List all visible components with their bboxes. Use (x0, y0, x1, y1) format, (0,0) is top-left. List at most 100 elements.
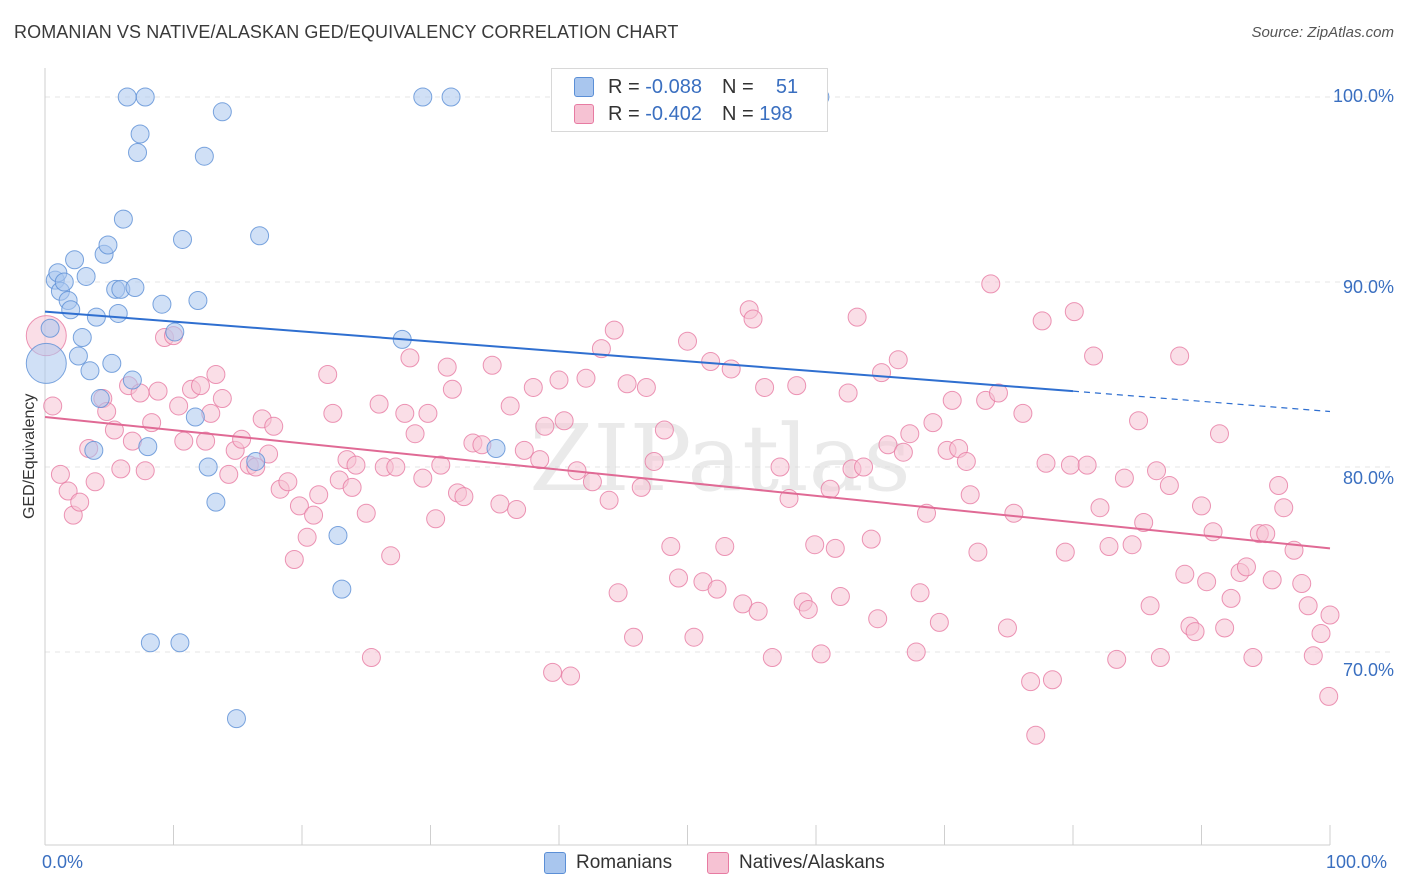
legend-item-natives[interactable]: Natives/Alaskans (707, 852, 885, 874)
natives-point (805, 535, 825, 555)
natives-point (636, 377, 656, 397)
natives-point (1175, 564, 1195, 584)
natives-point (523, 377, 543, 397)
natives-point (549, 370, 569, 390)
natives-point (960, 485, 980, 505)
natives-point (297, 527, 317, 547)
natives-point (500, 396, 520, 416)
natives-point (405, 424, 425, 444)
natives-point (604, 320, 624, 340)
romanians-point (246, 451, 266, 471)
natives-point (43, 396, 63, 416)
natives-point (715, 537, 735, 557)
natives-point (418, 403, 438, 423)
natives-point (304, 505, 324, 525)
natives-point (232, 429, 252, 449)
natives-point (1013, 403, 1033, 423)
natives-point (1055, 542, 1075, 562)
natives-point (1036, 453, 1056, 473)
natives-point (1147, 461, 1167, 481)
natives-point (1236, 557, 1256, 577)
natives-point (1150, 648, 1170, 668)
natives-point (1269, 476, 1289, 495)
natives-point (1114, 468, 1134, 488)
natives-point (169, 396, 189, 416)
natives-point (1320, 605, 1340, 625)
natives-point (678, 331, 697, 351)
natives-point (743, 309, 763, 329)
natives-point (733, 594, 753, 614)
natives-point (70, 492, 90, 512)
natives-point (1303, 646, 1323, 666)
n-label: N = (721, 75, 754, 98)
r-label: R = (608, 75, 640, 98)
natives-trend-line (44, 416, 1331, 550)
natives-point (284, 550, 304, 569)
romanians-point (40, 318, 60, 338)
natives-point (1107, 649, 1127, 669)
romanians-point (152, 294, 172, 314)
natives-point (437, 357, 457, 377)
romanians-point (122, 370, 142, 390)
romanians-point (65, 250, 85, 270)
n-label: N = (721, 102, 754, 125)
natives-point (219, 464, 239, 484)
natives-point (1134, 513, 1154, 532)
natives-point (1311, 624, 1331, 643)
natives-point (58, 481, 78, 501)
y-axis-label: GED/Equivalency (21, 393, 38, 519)
natives-point (923, 413, 943, 433)
romanians-point (328, 525, 348, 545)
romanians-swatch (574, 77, 594, 97)
natives-point (386, 457, 406, 477)
natives-point (1197, 572, 1217, 592)
natives-point (1004, 503, 1024, 523)
romanians-point (72, 328, 92, 347)
natives-point (1099, 537, 1119, 557)
natives-point (872, 363, 892, 383)
natives-point (888, 350, 908, 370)
romanians-point (140, 633, 160, 653)
natives-point (1021, 672, 1041, 692)
natives-point (825, 538, 845, 558)
natives-point (482, 355, 502, 375)
natives-point (514, 440, 534, 460)
series-natives-alaskans (25, 274, 1340, 745)
natives-point (798, 599, 818, 619)
romanians-point (54, 272, 74, 292)
natives-point (721, 359, 741, 379)
romanians-point (61, 300, 81, 320)
stats-row-romanians: R = -0.088 N = 51 (574, 74, 798, 100)
natives-point (454, 487, 474, 507)
y-tick-label: 80.0% (1342, 468, 1394, 488)
natives-point (631, 477, 651, 497)
natives-point (289, 496, 309, 516)
romanians-point (413, 87, 433, 107)
natives-point (910, 583, 930, 603)
natives-point (861, 529, 881, 549)
natives-point (968, 542, 988, 562)
romanians-trend-extension (1072, 390, 1331, 413)
chart-source: Source: ZipAtlas.com (1251, 24, 1394, 41)
romanians-point (212, 102, 232, 122)
natives-point (854, 457, 874, 477)
natives-point (1256, 524, 1276, 544)
natives-point (543, 662, 563, 682)
natives-point (599, 490, 619, 510)
legend-item-romanians[interactable]: Romanians (544, 852, 672, 874)
legend-label: Romanians (576, 852, 673, 873)
natives-point (617, 374, 637, 394)
legend-label: Natives/Alaskans (739, 852, 885, 873)
natives-point (701, 352, 721, 372)
natives-point (400, 348, 420, 368)
natives-point (318, 365, 338, 384)
natives-point (148, 381, 168, 401)
natives-point (1122, 535, 1142, 555)
natives-point (1262, 570, 1282, 590)
natives-point (1064, 302, 1084, 322)
romanians-point (198, 457, 218, 477)
natives-swatch (574, 104, 594, 124)
natives-point (1215, 618, 1235, 638)
natives-point (748, 601, 768, 621)
natives-point (309, 485, 329, 505)
